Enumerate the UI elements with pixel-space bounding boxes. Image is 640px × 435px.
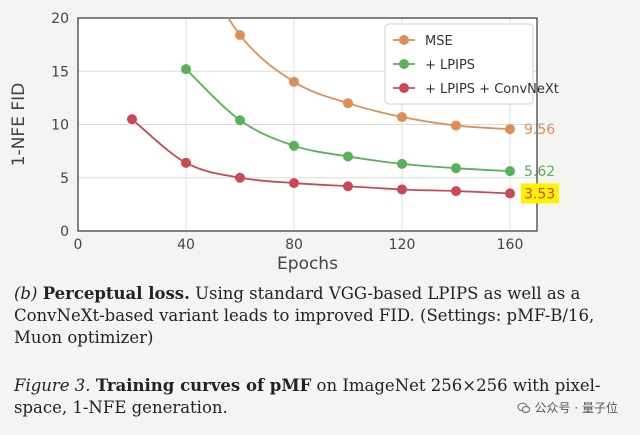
fid-chart: 0 40 80 120 160 0 5 10 15 20 Epochs 1-NFE FID 9.56 5.… xyxy=(9,11,559,274)
figure-title: Training curves of pMF xyxy=(95,376,312,395)
data-point-0-1 xyxy=(235,30,245,41)
legend-marker-0 xyxy=(399,35,409,45)
legend-label-1: + LPIPS xyxy=(425,58,475,73)
data-point-1-4 xyxy=(397,158,407,169)
y-tick-label: 20 xyxy=(51,11,69,27)
x-tick-label: 160 xyxy=(497,237,524,253)
data-point-0-2 xyxy=(289,76,299,87)
figure-tag: Figure 3. xyxy=(14,376,91,395)
data-point-1-0 xyxy=(181,64,191,75)
data-point-0-6 xyxy=(505,124,515,135)
data-point-0-5 xyxy=(451,120,461,131)
legend-label-2: + LPIPS + ConvNeXt xyxy=(425,82,559,97)
chart: 0 40 80 120 160 0 5 10 15 20 Epochs 1-NFE FID 9.56 5.… xyxy=(9,11,559,274)
data-point-2-6 xyxy=(451,186,461,197)
figure-text: on ImageNet 256×256 with pixel-space, 1-… xyxy=(14,376,601,417)
x-tick-label: 40 xyxy=(177,237,195,253)
series-group xyxy=(127,18,515,199)
data-point-2-7 xyxy=(505,188,515,199)
data-point-1-5 xyxy=(451,163,461,174)
legend: MSE + LPIPS + LPIPS + ConvNeXt xyxy=(384,23,559,105)
watermark: 公众号 · 量子位 xyxy=(516,399,618,416)
y-tick-label: 10 xyxy=(51,118,69,134)
x-tick-label: 0 xyxy=(74,237,83,253)
x-tick-label: 80 xyxy=(285,237,303,253)
y-tick-label: 0 xyxy=(60,224,69,240)
subfigure-text: Using standard VGG-based LPIPS as well a… xyxy=(14,284,595,347)
wechat-icon xyxy=(516,402,530,413)
legend-label-0: MSE xyxy=(425,34,453,49)
subfigure-tag: (b) xyxy=(14,284,38,303)
data-point-2-4 xyxy=(343,181,353,192)
subfigure-title: Perceptual loss. xyxy=(42,284,190,303)
y-tick-label: 5 xyxy=(60,171,69,187)
y-axis-label: 1-NFE FID xyxy=(9,83,29,166)
data-point-0-4 xyxy=(397,112,407,123)
data-point-1-3 xyxy=(343,151,353,162)
data-point-1-1 xyxy=(235,115,245,126)
series-end-label-0: 9.56 xyxy=(524,122,555,138)
data-point-1-2 xyxy=(289,140,299,151)
watermark-text: 公众号 · 量子位 xyxy=(534,401,618,415)
legend-marker-2 xyxy=(399,83,409,93)
data-point-2-5 xyxy=(397,184,407,195)
data-point-2-3 xyxy=(289,178,299,189)
legend-box xyxy=(384,23,534,105)
y-tick-label: 15 xyxy=(51,64,69,80)
x-axis-label: Epochs xyxy=(277,254,338,274)
legend-marker-1 xyxy=(399,59,409,69)
subfigure-caption: (b) Perceptual loss. Using standard VGG-… xyxy=(14,283,634,349)
data-point-2-0 xyxy=(127,114,137,125)
end-label-highlight xyxy=(521,183,559,204)
plot-frame xyxy=(77,17,538,232)
series-end-label-1: 5.62 xyxy=(524,164,555,180)
data-point-1-6 xyxy=(505,166,515,177)
x-tick-label: 120 xyxy=(389,237,416,253)
data-point-2-2 xyxy=(235,172,245,183)
series-end-label-2: 3.53 xyxy=(524,186,555,202)
data-point-2-1 xyxy=(181,157,191,168)
data-point-0-3 xyxy=(343,98,353,109)
figure-caption: Figure 3. Training curves of pMF on Imag… xyxy=(14,375,634,419)
